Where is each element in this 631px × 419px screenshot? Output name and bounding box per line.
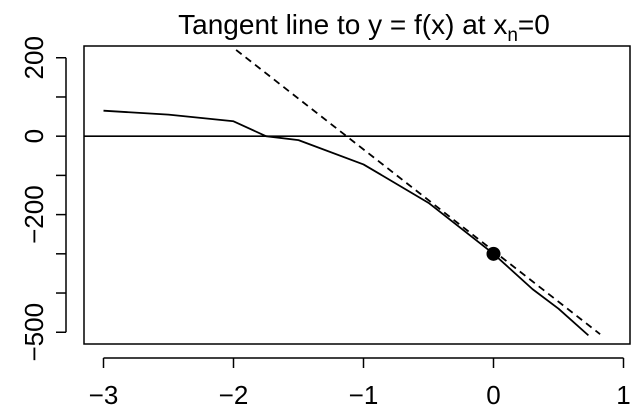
function-curve (103, 109, 589, 337)
y-tick-label: 0 (19, 129, 49, 143)
x-tick-label: 0 (486, 380, 500, 410)
x-axis: −3 −2 −1 0 1 (89, 357, 631, 410)
plot-inner (84, 49, 630, 337)
tangent-line (235, 49, 601, 335)
chart-title-main: Tangent line to y = f(x) at x (178, 9, 507, 40)
chart-title: Tangent line to y = f(x) at xn=0 (178, 9, 550, 46)
y-tick-label: −200 (19, 185, 49, 244)
y-tick-label: 200 (19, 36, 49, 79)
y-axis: 200 0 −200 −500 (19, 36, 67, 362)
x-tick-label: −3 (89, 380, 119, 410)
chart-title-subscript: n (507, 25, 518, 46)
plot-area (83, 45, 631, 345)
x-tick-label: −1 (349, 380, 379, 410)
y-tick-label: −500 (19, 303, 49, 362)
chart-title-suffix: =0 (518, 9, 550, 40)
x-tick-label: −2 (219, 380, 249, 410)
x-tick-label: 1 (616, 380, 630, 410)
plot-frame (83, 45, 631, 345)
marked-point (486, 246, 501, 261)
